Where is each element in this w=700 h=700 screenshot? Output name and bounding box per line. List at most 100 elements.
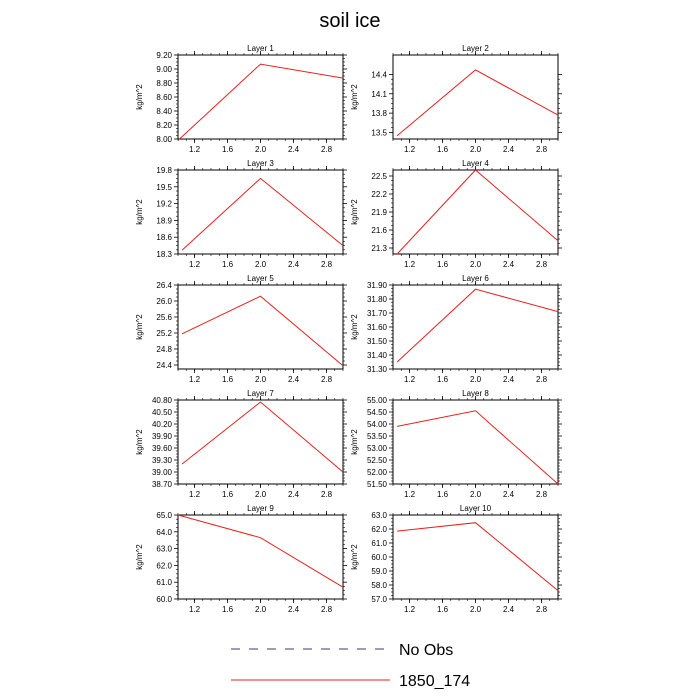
y-tick-label: 21.9: [371, 208, 387, 217]
y-axis-label: kg/m^2: [350, 314, 359, 340]
y-axis-label: kg/m^2: [135, 314, 144, 340]
y-tick-label: 39.00: [152, 468, 173, 477]
series-line-1850_174: [177, 63, 344, 141]
y-tick-label: 31.30: [367, 365, 388, 374]
plot-frame: [177, 514, 344, 600]
y-tick-label: 14.4: [371, 70, 387, 79]
y-tick-label: 21.3: [371, 244, 387, 253]
y-tick-label: 14.1: [371, 90, 387, 99]
y-tick-label: 26.0: [156, 297, 172, 306]
x-tick-label: 2.4: [503, 375, 515, 384]
x-tick-label: 1.2: [189, 145, 201, 154]
plot-frame: [392, 284, 559, 370]
x-tick-label: 1.6: [222, 490, 234, 499]
y-tick-label: 65.0: [156, 511, 172, 520]
y-tick-label: 31.60: [367, 323, 388, 332]
y-tick-label: 31.70: [367, 309, 388, 318]
panel-8: Layer 8 51.50 52.00 52.50 53.00 53.50 54.00 54.…: [350, 389, 562, 499]
x-tick-label: 2.0: [470, 490, 482, 499]
plot-frame: [392, 399, 559, 485]
y-tick-label: 40.50: [152, 408, 173, 417]
panel-3: Layer 3 18.3 18.6 18.9 19.2 19.5 19.8 1.2 1.6 2.0…: [135, 159, 347, 269]
x-tick-label: 2.0: [255, 145, 267, 154]
x-tick-label: 2.0: [470, 605, 482, 614]
x-tick-label: 2.4: [288, 375, 300, 384]
panel-10: Layer 10 57.0 58.0 59.0 60.0 61.0 62.0 63.0 1.2 1…: [350, 504, 562, 614]
panel-title: Layer 5: [247, 274, 274, 283]
x-tick-label: 1.2: [404, 490, 416, 499]
plot-frame: [177, 284, 344, 370]
panel-1: Layer 1 8.00 8.20 8.40 8.60 8.80 9.00 9.20 1.2 1.…: [135, 44, 347, 154]
x-tick-label: 2.8: [536, 145, 548, 154]
x-tick-label: 2.0: [255, 490, 267, 499]
y-tick-label: 19.5: [156, 183, 172, 192]
x-tick-label: 1.2: [404, 260, 416, 269]
y-tick-label: 13.8: [371, 109, 387, 118]
x-tick-label: 1.2: [189, 605, 201, 614]
legend: No Obs 1850_174: [231, 642, 470, 690]
x-tick-label: 1.6: [437, 605, 449, 614]
y-tick-label: 52.50: [367, 456, 388, 465]
y-tick-label: 53.00: [367, 444, 388, 453]
y-tick-label: 25.2: [156, 329, 172, 338]
panel-title: Layer 6: [462, 274, 489, 283]
y-tick-label: 8.60: [156, 93, 172, 102]
x-tick-label: 2.8: [536, 260, 548, 269]
plot-frame: [392, 54, 559, 140]
x-tick-label: 2.8: [321, 490, 333, 499]
y-tick-label: 40.80: [152, 396, 173, 405]
y-tick-label: 13.5: [371, 129, 387, 138]
y-tick-label: 9.20: [156, 51, 172, 60]
y-tick-label: 57.0: [371, 595, 387, 604]
panel-title: Layer 9: [247, 504, 274, 513]
x-tick-label: 1.6: [222, 375, 234, 384]
y-tick-label: 51.50: [367, 480, 388, 489]
series-line-1850_174: [181, 295, 344, 367]
plot-frame: [177, 399, 344, 485]
panel-4: Layer 4 21.3 21.6 21.9 22.2 22.5 1.2 1.6 2.0 2.4 2…: [350, 159, 562, 269]
y-tick-label: 18.9: [156, 216, 172, 225]
y-tick-label: 19.8: [156, 166, 172, 175]
y-tick-label: 52.00: [367, 468, 388, 477]
x-tick-label: 2.4: [288, 145, 300, 154]
y-tick-label: 26.4: [156, 281, 172, 290]
y-tick-label: 31.80: [367, 295, 388, 304]
y-axis-label: kg/m^2: [350, 84, 359, 110]
y-tick-label: 9.00: [156, 65, 172, 74]
y-tick-label: 39.30: [152, 456, 173, 465]
y-tick-label: 8.80: [156, 79, 172, 88]
y-tick-label: 8.20: [156, 121, 172, 130]
chart-title: soil ice: [319, 10, 381, 32]
series-line-1850_174: [177, 514, 344, 588]
y-tick-label: 39.60: [152, 444, 173, 453]
y-tick-label: 21.6: [371, 226, 387, 235]
panel-title: Layer 4: [462, 159, 489, 168]
plot-frame: [177, 169, 344, 255]
y-tick-label: 31.90: [367, 281, 388, 290]
y-tick-label: 62.0: [371, 525, 387, 534]
y-tick-label: 60.0: [371, 553, 387, 562]
x-tick-label: 1.2: [189, 490, 201, 499]
series-line-1850_174: [396, 288, 559, 363]
series-line-1850_174: [397, 410, 559, 485]
x-tick-label: 1.6: [437, 145, 449, 154]
x-tick-label: 1.6: [222, 605, 234, 614]
y-tick-label: 39.90: [152, 432, 173, 441]
y-tick-label: 60.0: [156, 595, 172, 604]
y-tick-label: 58.0: [371, 581, 387, 590]
y-tick-label: 8.40: [156, 107, 172, 116]
panel-title: Layer 8: [462, 389, 489, 398]
y-tick-label: 22.5: [371, 172, 387, 181]
x-tick-label: 2.8: [536, 375, 548, 384]
y-axis-label: kg/m^2: [350, 544, 359, 570]
y-tick-label: 24.8: [156, 345, 172, 354]
x-tick-label: 2.8: [321, 375, 333, 384]
y-tick-label: 38.70: [152, 480, 173, 489]
y-tick-label: 61.0: [156, 578, 172, 587]
x-tick-label: 1.2: [189, 260, 201, 269]
y-tick-label: 8.00: [156, 135, 172, 144]
x-tick-label: 2.0: [470, 260, 482, 269]
x-tick-label: 2.8: [321, 605, 333, 614]
panel-title: Layer 2: [462, 44, 489, 53]
x-tick-label: 1.6: [437, 490, 449, 499]
